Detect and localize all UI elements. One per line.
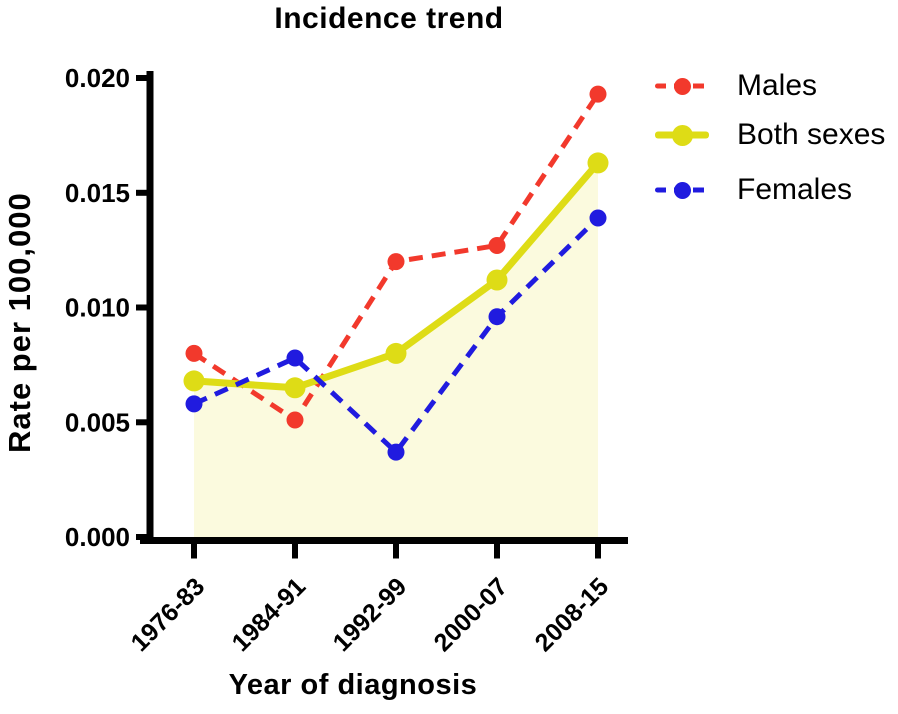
x-tick-label-1976-83: 1976-83 [126, 572, 211, 657]
females-point-1984-91 [286, 349, 304, 367]
males-point-2008-15 [589, 85, 607, 103]
both-sexes-point-2000-07 [486, 269, 508, 291]
females-line [192, 216, 600, 456]
males-point-1992-99 [387, 253, 405, 271]
males-point-2000-07 [488, 237, 506, 254]
both-sexes-point-1984-91 [284, 377, 306, 399]
chart-title: Incidence trend [274, 2, 504, 35]
males-point-1976-83 [185, 344, 203, 362]
both-sexes-area-fill [194, 162, 598, 537]
y-tick-label-0.000: 0.000 [65, 522, 130, 552]
y-tick-label-0.005: 0.005 [65, 407, 130, 437]
x-tick-label-1992-99: 1992-99 [328, 572, 413, 657]
y-axis-title: Rate per 100,000 [2, 192, 37, 454]
females-point-2008-15 [589, 209, 607, 227]
both-sexes-point-1992-99 [385, 342, 407, 364]
both-sexes-point-2008-15 [587, 152, 609, 174]
y-tick-label-0.020: 0.020 [65, 63, 130, 93]
females-point-2000-07 [488, 308, 506, 326]
x-axis-title: Year of diagnosis [228, 669, 478, 701]
females-point-1976-83 [185, 395, 203, 413]
females-point-1992-99 [387, 443, 405, 461]
y-tick-label-0.010: 0.010 [65, 293, 130, 323]
x-tick-label-2008-15: 2008-15 [530, 572, 615, 657]
both-sexes-point-1976-83 [183, 370, 205, 392]
y-tick-label-0.015: 0.015 [65, 178, 130, 208]
x-tick-label-1984-91: 1984-91 [227, 572, 312, 657]
x-tick-label-2000-07: 2000-07 [429, 572, 514, 657]
males-point-1984-91 [286, 411, 304, 429]
